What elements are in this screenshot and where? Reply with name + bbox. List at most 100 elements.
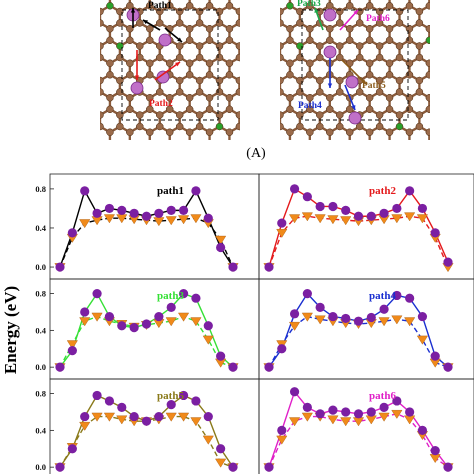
carbon-atom (456, 158, 463, 165)
carbon-atom (446, 140, 453, 147)
adsorbed-atom (348, 111, 362, 125)
carbon-atom (247, 175, 254, 182)
circle-point (117, 205, 127, 215)
bond (80, 144, 100, 167)
carbon-atom (156, 227, 163, 234)
carbon-atom (396, 181, 403, 188)
carbon-atom (466, 209, 473, 216)
carbon-atom (87, 2, 94, 9)
carbon-atom (247, 60, 254, 67)
circle-point (154, 208, 164, 218)
carbon-atom (436, 77, 443, 84)
carbon-atom (87, 60, 94, 67)
carbon-atom (257, 192, 264, 199)
circle-point (55, 462, 65, 472)
carbon-atom (395, 42, 404, 50)
carbon-atom (246, 60, 253, 67)
circle-point (55, 262, 65, 272)
carbon-atom (266, 71, 273, 78)
bond (449, 58, 469, 81)
carbon-atom (456, 215, 463, 222)
carbon-atom (326, 163, 333, 170)
carbon-atom (346, 198, 353, 205)
carbon-atom (146, 198, 153, 205)
carbon-atom (257, 54, 264, 61)
carbon-atom (256, 20, 263, 27)
carbon-atom (185, 25, 194, 33)
carbon-atom (336, 146, 343, 153)
triangle-point (79, 421, 91, 431)
carbon-atom (206, 175, 213, 182)
carbon-atom (156, 158, 163, 165)
carbon-atom (216, 146, 223, 153)
carbon-atom (406, 175, 413, 182)
carbon-atom (446, 163, 453, 170)
carbon-atom (146, 175, 153, 182)
carbon-atom (246, 232, 253, 239)
series-solid-line (268, 187, 449, 268)
carbon-atom (186, 175, 193, 182)
carbon-atom (426, 163, 433, 170)
carbon-atom (466, 140, 473, 147)
carbon-atom (226, 198, 233, 205)
bond (238, 113, 240, 129)
bond (349, 161, 369, 184)
bond (100, 178, 120, 201)
carbon-atom (316, 158, 323, 165)
carbon-atom (216, 146, 223, 153)
carbon-atom (266, 106, 273, 113)
carbon-atom (206, 175, 213, 182)
carbon-atom (257, 20, 264, 27)
carbon-atom (236, 215, 243, 222)
carbon-atom (297, 227, 304, 234)
carbon-atom (176, 227, 183, 234)
carbon-atom (296, 158, 303, 165)
carbon-atom (266, 71, 273, 78)
carbon-atom (257, 112, 264, 119)
carbon-atom (266, 209, 273, 216)
arrow-head (175, 62, 180, 67)
carbon-atom (406, 175, 413, 182)
circle-point (315, 302, 325, 312)
carbon-atom (466, 175, 473, 182)
carbon-atom (436, 89, 443, 96)
circle-point (117, 321, 127, 331)
carbon-atom (67, 37, 74, 44)
carbon-atom (257, 43, 264, 50)
carbon-atom (316, 227, 323, 234)
circle-point (67, 346, 77, 356)
triangle-point (301, 312, 313, 322)
carbon-atom (376, 227, 383, 234)
triangle-point (289, 417, 301, 427)
carbon-atom (280, 7, 284, 16)
carbon-atom (166, 198, 173, 205)
carbon-atom (326, 140, 333, 147)
carbon-atom (256, 112, 263, 119)
carbon-atom (395, 53, 404, 62)
carbon-atom (117, 192, 124, 199)
bond (429, 161, 449, 184)
carbon-atom (166, 140, 173, 147)
carbon-atom (406, 198, 413, 205)
carbon-atom (156, 158, 163, 165)
bond (469, 92, 474, 115)
circle-point (67, 444, 77, 454)
carbon-atom (336, 158, 343, 165)
carbon-atom (176, 88, 184, 96)
carbon-atom (406, 198, 413, 205)
carbon-atom (306, 163, 313, 170)
carbon-atom (235, 19, 240, 27)
carbon-atom (267, 71, 274, 78)
bond (250, 196, 270, 219)
carbon-atom (286, 232, 293, 239)
carbon-atom (97, 192, 104, 199)
bond (110, 161, 130, 184)
carbon-atom (316, 111, 324, 119)
triangle-point (340, 417, 352, 427)
carbon-atom (256, 54, 263, 61)
carbon-atom (466, 198, 473, 205)
carbon-atom (466, 60, 473, 67)
carbon-atom (336, 181, 343, 188)
carbon-atom (176, 146, 183, 153)
dopant-atom (267, 129, 274, 136)
